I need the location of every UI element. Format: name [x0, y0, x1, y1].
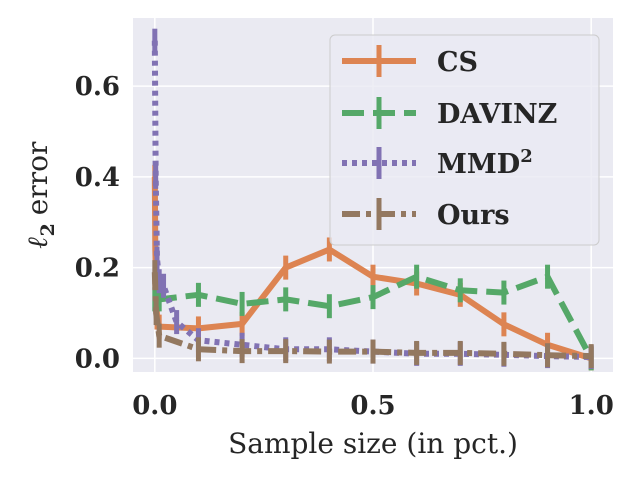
tick-labels: 0.0 0.5 1.0 0.0 0.2 0.4 0.6 [75, 72, 614, 421]
series-lines [151, 28, 594, 371]
legend-box [329, 34, 600, 246]
legend-label-ours: Ours [437, 200, 510, 231]
x-axis-label: Sample size (in pct.) [228, 427, 518, 460]
y-tick-label: 0.6 [75, 72, 120, 102]
y-axis-label-subscript: 2 [37, 223, 59, 236]
legend-label-davinz: DAVINZ [437, 99, 557, 130]
x-tick-label: 0.5 [350, 391, 395, 421]
x-tick-label: 0.0 [132, 391, 177, 421]
y-axis-label: ℓ2 error [21, 141, 59, 249]
legend: CS DAVINZ MMD2 Ours [329, 34, 600, 246]
y-tick-label: 0.2 [75, 254, 120, 284]
y-tick-label: 0.4 [75, 163, 120, 193]
legend-label-mmd2: MMD2 [437, 146, 533, 180]
y-axis-label-symbol: ℓ [21, 236, 54, 249]
y-axis-label-text: error [21, 141, 54, 215]
y-tick-label: 0.0 [75, 344, 120, 374]
legend-label-cs: CS [437, 47, 478, 78]
legend-superscript: 2 [520, 146, 533, 167]
x-tick-label: 1.0 [569, 391, 614, 421]
